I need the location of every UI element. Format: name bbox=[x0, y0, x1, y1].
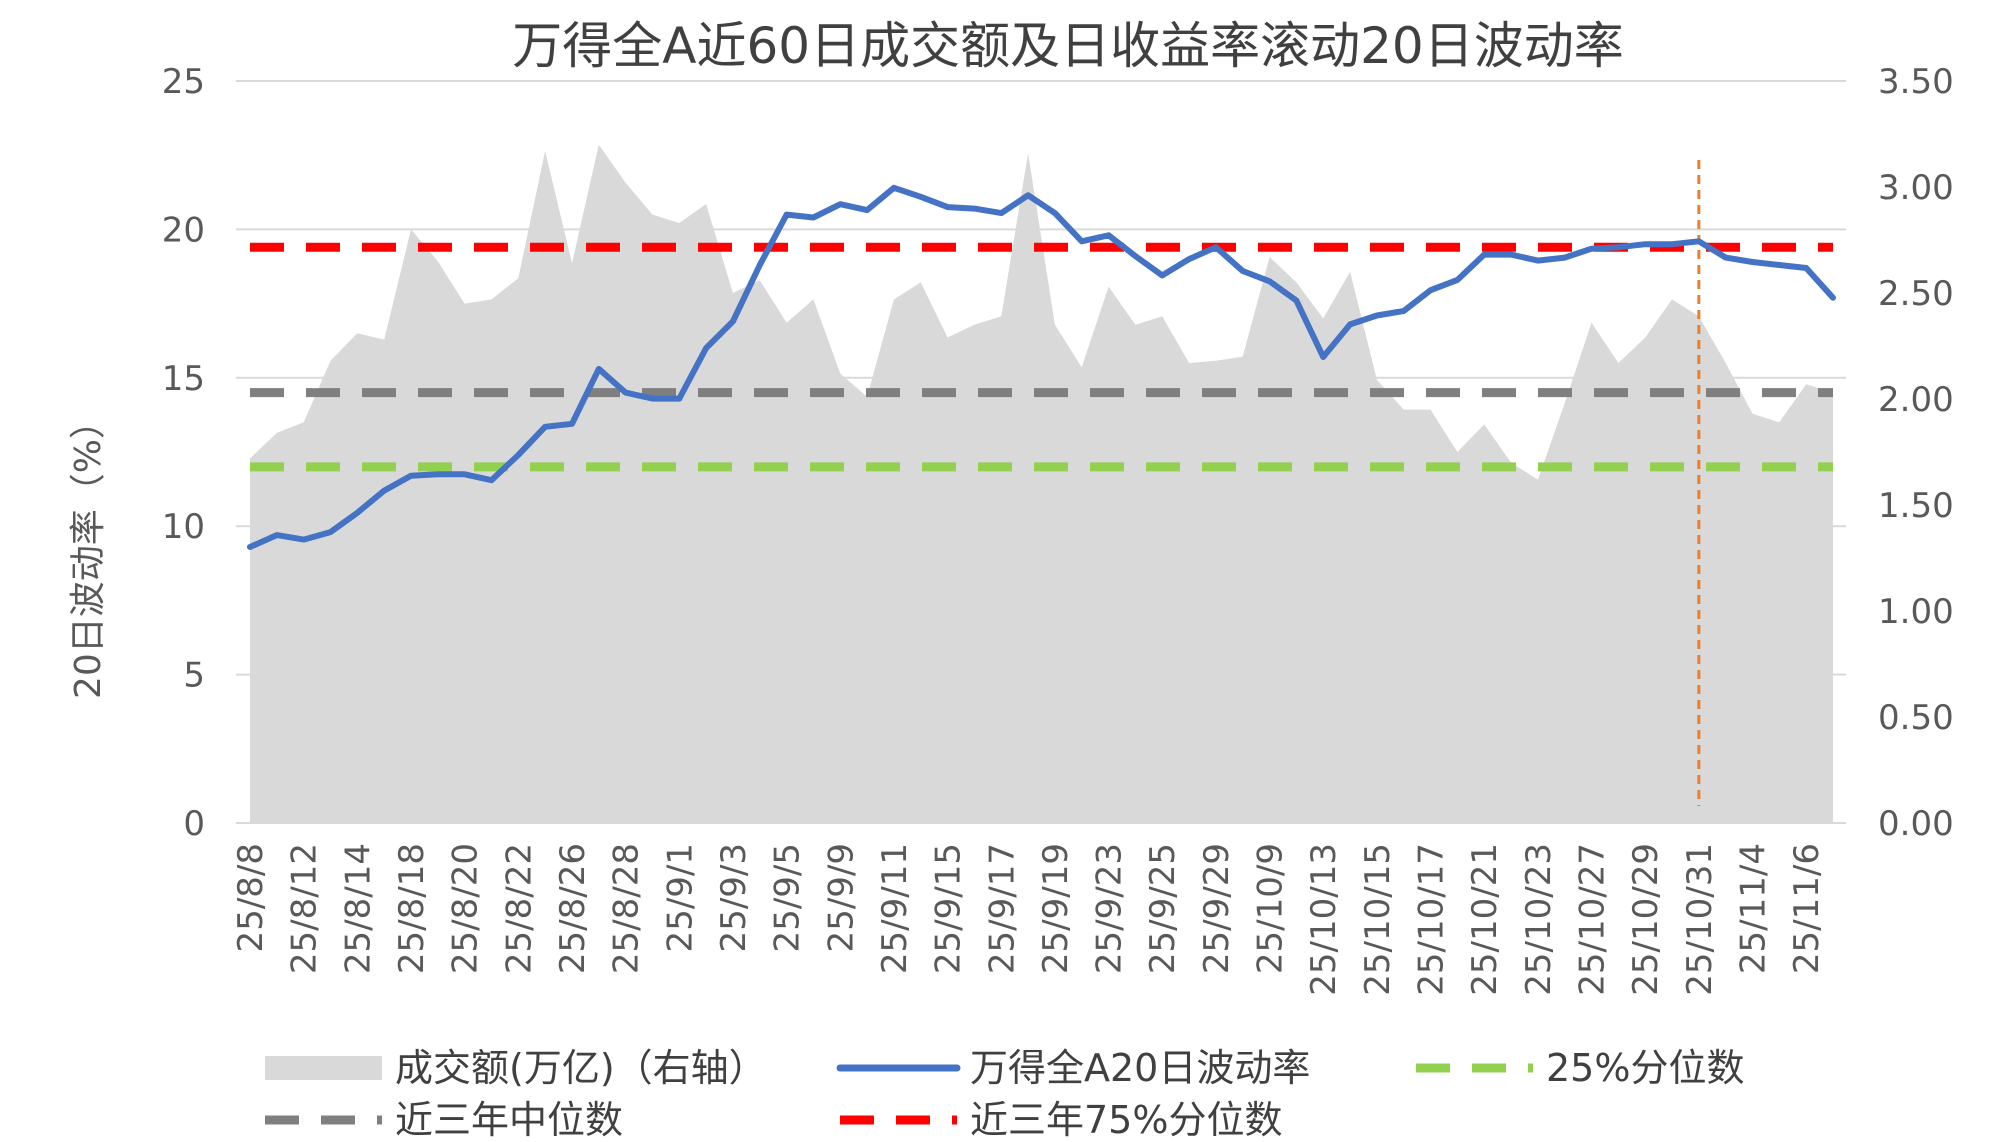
right-tick-label: 3.00 bbox=[1878, 168, 1954, 208]
x-tick-label: 25/10/21 bbox=[1465, 843, 1505, 996]
right-tick-label: 0.00 bbox=[1878, 804, 1954, 844]
x-tick-label: 25/10/9 bbox=[1251, 843, 1291, 974]
x-tick-label: 25/9/19 bbox=[1036, 843, 1076, 974]
x-tick-label: 25/8/14 bbox=[338, 843, 378, 974]
x-tick-label: 25/9/29 bbox=[1197, 843, 1237, 974]
x-tick-label: 25/9/11 bbox=[875, 843, 915, 974]
left-tick-label: 20 bbox=[162, 210, 205, 250]
x-tick-label: 25/8/22 bbox=[499, 843, 539, 974]
x-tick-label: 25/10/15 bbox=[1358, 843, 1398, 996]
x-tick-label: 25/10/23 bbox=[1519, 843, 1559, 996]
x-axis-ticks: 25/8/8 25/8/12 25/8/14 25/8/18 25/8/20 25/8/2… bbox=[231, 843, 1827, 996]
left-axis-title: 20日波动率（%） bbox=[68, 403, 109, 699]
legend-label: 近三年中位数 bbox=[395, 1098, 623, 1142]
right-tick-label: 1.00 bbox=[1878, 592, 1954, 632]
legend-label: 万得全A20日波动率 bbox=[970, 1046, 1310, 1090]
volatility-line bbox=[247, 184, 1836, 550]
x-tick-label: 25/8/28 bbox=[607, 843, 647, 974]
x-tick-label: 25/9/25 bbox=[1143, 843, 1183, 974]
x-tick-label: 25/8/26 bbox=[553, 843, 593, 974]
x-tick-label: 25/9/17 bbox=[982, 843, 1022, 974]
left-axis-ticks: 0 5 10 15 20 25 bbox=[162, 62, 205, 844]
x-tick-label: 25/10/29 bbox=[1626, 843, 1666, 996]
legend-item: 万得全A20日波动率 bbox=[836, 1046, 1310, 1090]
x-tick-label: 25/8/12 bbox=[285, 843, 325, 974]
legend-item: 25%分位数 bbox=[1416, 1046, 1744, 1090]
legend-item: 成交额(万亿)（右轴） bbox=[265, 1046, 767, 1090]
right-tick-label: 2.00 bbox=[1878, 380, 1954, 420]
x-tick-label: 25/11/4 bbox=[1734, 843, 1774, 974]
legend-swatch bbox=[265, 1056, 382, 1080]
volatility-line-layer bbox=[247, 184, 1836, 550]
right-tick-label: 3.50 bbox=[1878, 62, 1954, 102]
legend-label: 成交额(万亿)（右轴） bbox=[395, 1046, 767, 1090]
x-tick-label: 25/9/1 bbox=[660, 843, 700, 952]
x-tick-label: 25/8/20 bbox=[446, 843, 486, 974]
right-tick-label: 1.50 bbox=[1878, 486, 1954, 526]
left-tick-label: 10 bbox=[162, 507, 205, 547]
x-tick-label: 25/9/23 bbox=[1090, 843, 1130, 974]
left-tick-label: 0 bbox=[183, 804, 205, 844]
x-tick-label: 25/9/5 bbox=[768, 843, 808, 952]
x-tick-label: 25/10/13 bbox=[1304, 843, 1344, 996]
right-axis-ticks: 0.00 0.50 1.00 1.50 2.00 2.50 3.00 3.50 bbox=[1878, 62, 1954, 844]
turnover-area-layer bbox=[250, 144, 1833, 824]
x-tick-label: 25/8/18 bbox=[392, 843, 432, 974]
x-tick-label: 25/9/15 bbox=[929, 843, 969, 974]
x-tick-label: 25/10/17 bbox=[1412, 843, 1452, 996]
x-tick-label: 25/9/3 bbox=[714, 843, 754, 952]
x-tick-label: 25/11/6 bbox=[1787, 843, 1827, 974]
legend-label: 25%分位数 bbox=[1546, 1046, 1744, 1090]
left-tick-label: 5 bbox=[183, 656, 205, 696]
left-tick-label: 25 bbox=[162, 62, 205, 102]
legend-label: 近三年75%分位数 bbox=[970, 1098, 1282, 1142]
legend-item: 近三年中位数 bbox=[265, 1098, 623, 1142]
right-tick-label: 2.50 bbox=[1878, 274, 1954, 314]
x-tick-label: 25/10/27 bbox=[1573, 843, 1613, 996]
x-tick-label: 25/8/8 bbox=[231, 843, 271, 952]
turnover-area bbox=[250, 144, 1833, 824]
chart-title: 万得全A近60日成交额及日收益率滚动20日波动率 bbox=[512, 17, 1623, 75]
x-tick-label: 25/9/9 bbox=[821, 843, 861, 952]
left-tick-label: 15 bbox=[162, 359, 205, 399]
legend-item: 近三年75%分位数 bbox=[840, 1098, 1282, 1142]
x-tick-label: 25/10/31 bbox=[1680, 843, 1720, 996]
right-tick-label: 0.50 bbox=[1878, 698, 1954, 738]
reference-lines bbox=[250, 242, 1833, 472]
